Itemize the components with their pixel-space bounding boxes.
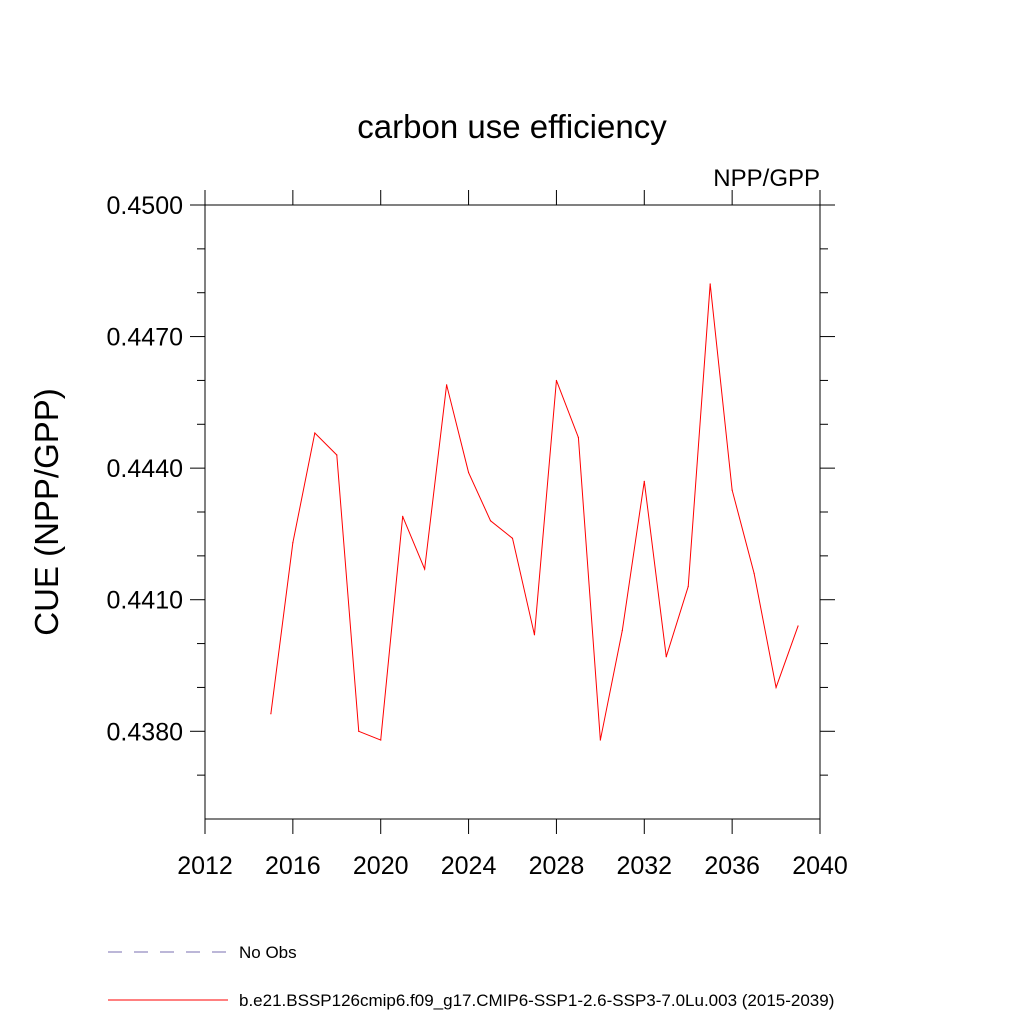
- data-point: [643, 480, 645, 482]
- data-point: [314, 432, 316, 434]
- data-point: [270, 713, 272, 715]
- x-axis-ticks: 2012 2016 2020 2024 2028 2032 2036 2040: [177, 190, 848, 880]
- data-point: [687, 585, 689, 588]
- data-point: [467, 471, 470, 474]
- data-point: [555, 379, 558, 382]
- data-point: [511, 537, 514, 539]
- data-point: [577, 436, 579, 439]
- y-axis-label: CUE (NPP/GPP): [28, 388, 65, 636]
- legend: No Obs b.e21.BSSP126cmip6.f09_g17.CMIP6-S…: [108, 943, 834, 1010]
- data-point: [731, 489, 733, 491]
- data-point: [709, 283, 711, 285]
- x-tick-label: 2024: [441, 852, 497, 880]
- series-layer: [270, 283, 799, 741]
- x-tick-label: 2028: [529, 852, 585, 880]
- data-point: [424, 568, 426, 570]
- y-tick-label: 0.4410: [107, 587, 183, 615]
- data-point: [533, 634, 536, 636]
- data-point: [336, 454, 338, 456]
- data-point: [599, 739, 601, 741]
- data-point: [292, 542, 294, 544]
- data-point: [402, 515, 404, 517]
- data-point: [489, 520, 492, 522]
- chart-title: carbon use efficiency: [357, 108, 667, 145]
- data-point: [665, 656, 667, 658]
- data-point: [621, 629, 623, 632]
- legend-label: No Obs: [239, 943, 297, 962]
- y-tick-label: 0.4470: [107, 324, 183, 352]
- data-point: [753, 572, 755, 575]
- x-tick-label: 2012: [177, 852, 233, 880]
- legend-label: b.e21.BSSP126cmip6.f09_g17.CMIP6-SSP1-2.…: [239, 991, 834, 1010]
- x-tick-label: 2036: [704, 852, 760, 880]
- data-point: [380, 739, 382, 741]
- x-tick-label: 2040: [792, 852, 848, 880]
- data-point: [775, 686, 777, 689]
- x-tick-label: 2020: [353, 852, 409, 880]
- x-tick-label: 2032: [616, 852, 672, 880]
- chart-subtitle: NPP/GPP: [713, 165, 820, 192]
- y-axis-ticks: 0.4380 0.4410 0.4440 0.4470 0.4500: [107, 192, 835, 776]
- data-point: [797, 625, 799, 627]
- y-tick-label: 0.4440: [107, 455, 183, 483]
- x-tick-label: 2016: [265, 852, 321, 880]
- data-point: [358, 730, 360, 732]
- y-tick-label: 0.4380: [107, 718, 183, 746]
- data-point: [446, 384, 448, 386]
- y-tick-label: 0.4500: [107, 192, 183, 220]
